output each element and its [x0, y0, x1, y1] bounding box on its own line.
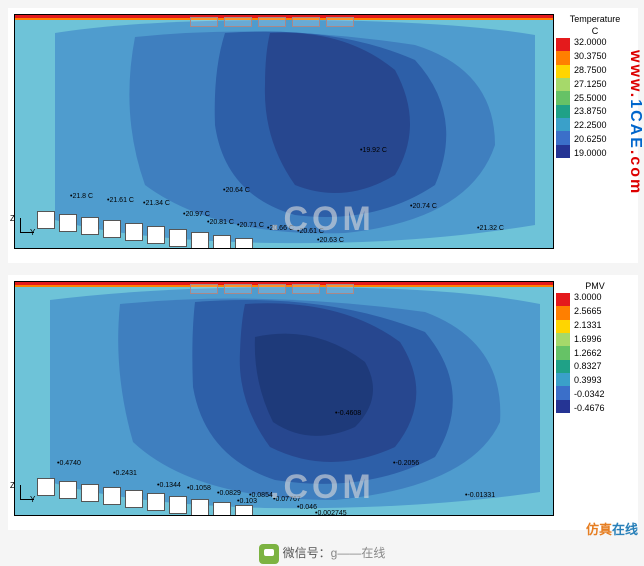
seat-step: [213, 235, 231, 249]
legend-tick: 28.7500: [574, 66, 607, 75]
legend-tick: 0.8327: [574, 362, 605, 371]
legend-tick: 27.1250: [574, 80, 607, 89]
outlet: [190, 17, 218, 27]
watermark-cn: 仿真在线: [586, 519, 638, 538]
plot-area: •21.8 C•21.61 C•21.34 C•20.64 C•20.97 C•…: [14, 14, 554, 249]
watermark-side: www.1CAE.com: [626, 50, 644, 195]
probe-label: •20.81 C: [207, 219, 234, 226]
probe-label: •-0.2056: [393, 460, 419, 467]
legend-ticks: 32.0000 30.3750 28.7500 27.1250 25.5000 23.87…: [570, 38, 607, 158]
legend-tick: 3.0000: [574, 293, 605, 302]
probe-label: •0.103: [237, 498, 257, 505]
legend-tick: -0.0342: [574, 390, 605, 399]
probe-label: •21.32 C: [477, 225, 504, 232]
probe-label: •20.61 C: [297, 228, 324, 235]
probe-label: •20.74 C: [410, 203, 437, 210]
legend-tick: 32.0000: [574, 38, 607, 47]
legend-tick: 0.3993: [574, 376, 605, 385]
probe-label: •20.63 C: [317, 237, 344, 244]
legend-tick: 19.0000: [574, 149, 607, 158]
seat-step: [213, 502, 231, 516]
probe-label: •21.8 C: [70, 193, 93, 200]
seat-step: [103, 220, 121, 238]
plot-area: •0.4740 •0.2431 •0.1344 •0.1058 •0.0829•0.10…: [14, 281, 554, 516]
probe-label: •20.64 C: [223, 187, 250, 194]
legend-tick: 1.6996: [574, 335, 605, 344]
seat-step: [191, 499, 209, 516]
temperature-panel: •21.8 C•21.61 C•21.34 C•20.64 C•20.97 C•…: [8, 8, 638, 263]
probe-label: •0.1344: [157, 482, 181, 489]
seat-step: [147, 226, 165, 244]
legend-tick: 20.6250: [574, 135, 607, 144]
probe-label: •20.71 C: [237, 222, 264, 229]
seat-step: [125, 223, 143, 241]
legend-bar: [556, 38, 570, 158]
ceiling-outlets: [190, 284, 354, 294]
axis-indicator: Z Y: [12, 485, 32, 505]
seat-step: [235, 505, 253, 516]
seat-step: [81, 217, 99, 235]
seat-step: [59, 481, 77, 499]
probe-label: •21.61 C: [107, 197, 134, 204]
seat-step: [103, 487, 121, 505]
seat-step: [81, 484, 99, 502]
ceiling-outlets: [190, 17, 354, 27]
probe-label: •20.66 C: [267, 225, 294, 232]
wechat-icon: [259, 544, 279, 564]
seat-step: [235, 238, 253, 249]
outlet: [292, 17, 320, 27]
probe-label: •0.002745: [315, 510, 347, 516]
seat-step: [169, 229, 187, 247]
color-legend: Temperature C 32.0000 30.3750 28.7500 27.1250…: [556, 14, 634, 158]
outlet: [258, 17, 286, 27]
legend-title: Temperature: [556, 14, 634, 24]
probe-label: •0.2431: [113, 470, 137, 477]
outlet: [326, 284, 354, 294]
seat-step: [37, 478, 55, 496]
probe-label: •0.0829: [217, 490, 241, 497]
probe-label: •0.07767: [273, 496, 301, 503]
probe-label: •-0.01331: [465, 492, 495, 499]
legend-tick: 25.5000: [574, 94, 607, 103]
footer-value: g——在线: [331, 546, 386, 560]
outlet: [224, 17, 252, 27]
seat-step: [147, 493, 165, 511]
legend-ticks: 3.0000 2.5665 2.1331 1.6996 1.2662 0.8327 0.39…: [570, 293, 605, 413]
seat-step: [125, 490, 143, 508]
color-legend: PMV 3.0000 2.5665 2.1331 1.6996 1.2662 0.8327 0…: [556, 281, 634, 413]
seat-step: [191, 232, 209, 249]
legend-tick: 22.2500: [574, 121, 607, 130]
seat-step: [37, 211, 55, 229]
outlet: [292, 284, 320, 294]
legend-tick: 23.8750: [574, 107, 607, 116]
seat-step: [169, 496, 187, 514]
outlet: [326, 17, 354, 27]
legend-tick: 2.5665: [574, 307, 605, 316]
probe-label: •0.046: [297, 504, 317, 511]
legend-tick: 30.3750: [574, 52, 607, 61]
probe-label: •0.4740: [57, 460, 81, 467]
probe-label: •0.0854: [249, 492, 273, 499]
contour-plot: [15, 15, 554, 249]
probe-label: •19.92 C: [360, 147, 387, 154]
legend-tick: 2.1331: [574, 321, 605, 330]
contour-plot: [15, 282, 554, 516]
legend-unit: C: [556, 26, 634, 36]
pmv-panel: •0.4740 •0.2431 •0.1344 •0.1058 •0.0829•0.10…: [8, 275, 638, 530]
seat-step: [59, 214, 77, 232]
outlet: [258, 284, 286, 294]
legend-tick: 1.2662: [574, 349, 605, 358]
legend-tick: -0.4676: [574, 404, 605, 413]
outlet: [224, 284, 252, 294]
footer: 微信号：g——在线: [0, 544, 644, 564]
probe-label: •21.34 C: [143, 200, 170, 207]
footer-label: 微信号：: [283, 546, 331, 560]
outlet: [190, 284, 218, 294]
axis-indicator: Z Y: [12, 218, 32, 238]
legend-bar: [556, 293, 570, 413]
probe-label: •-0.4608: [335, 410, 361, 417]
probe-label: •0.1058: [187, 485, 211, 492]
legend-title: PMV: [556, 281, 634, 291]
probe-label: •20.97 C: [183, 211, 210, 218]
